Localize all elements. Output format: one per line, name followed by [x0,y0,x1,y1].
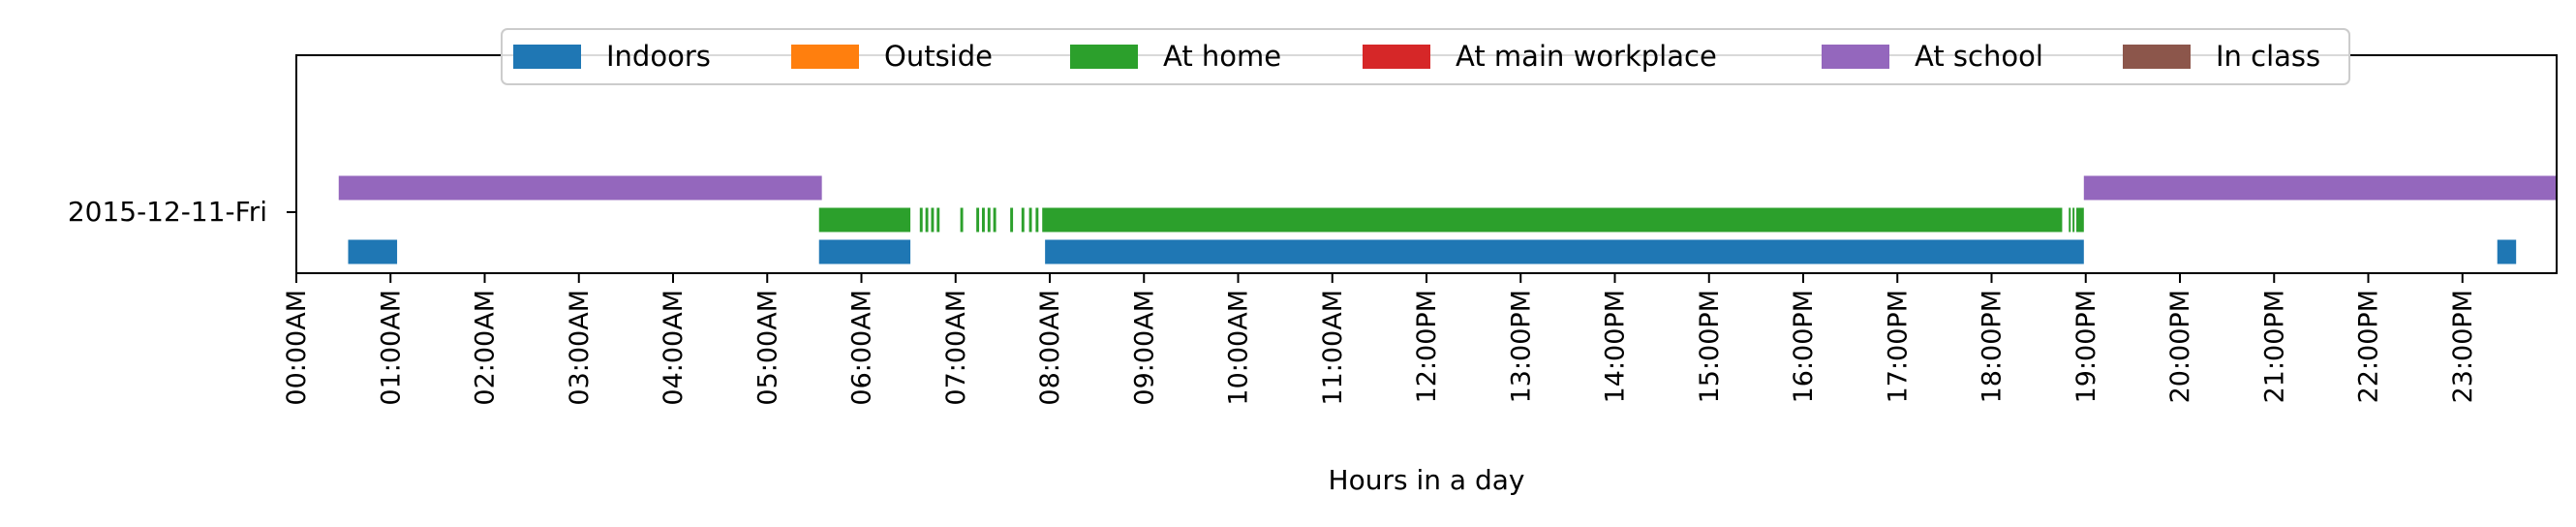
legend-swatch-at-main-workplace [1363,45,1430,69]
x-tick-label: 01:00AM [376,290,406,406]
bar-at-home [2072,207,2075,232]
x-tick-label: 23:00PM [2448,290,2478,403]
x-axis-label: Hours in a day [1329,464,1525,496]
x-tick-label: 00:00AM [282,290,312,406]
y-tick-label: 2015-12-11-Fri [68,196,267,228]
bar-at-home [976,207,980,232]
x-tick-label: 14:00PM [1601,290,1631,403]
x-tick-label: 11:00AM [1318,290,1348,406]
bar-at-home [818,207,911,232]
legend-label-indoors: Indoors [606,40,711,73]
bar-at-home [987,207,991,232]
bar-at-home [931,207,935,232]
legend-label-at-home: At home [1163,40,1281,73]
x-tick-label: 12:00PM [1412,290,1442,403]
x-tick-label: 05:00AM [752,290,782,406]
x-axis: 00:00AM 01:00AM 02:00AM 03:00AM 04:00AM 05:00… [282,273,2478,406]
x-tick-label: 22:00PM [2354,290,2384,403]
x-tick-label: 20:00PM [2165,290,2195,403]
bar-at-home [919,207,923,232]
y-axis: 2015-12-11-Fri [68,196,296,228]
legend-label-at-main-workplace: At main workplace [1456,40,1717,73]
bar-at-school [338,175,822,201]
bar-at-home [1021,207,1025,232]
x-tick-label: 18:00PM [1978,290,2008,403]
legend-swatch-at-school [1822,45,1889,69]
bar-indoors [2497,239,2517,264]
legend-label-in-class: In class [2216,40,2320,73]
bar-at-home [936,207,940,232]
x-tick-label: 10:00AM [1224,290,1254,406]
bar-at-home [993,207,997,232]
legend-swatch-in-class [2123,45,2191,69]
bar-indoors [348,239,398,264]
x-tick-label: 08:00AM [1035,290,1065,406]
legend-label-outside: Outside [884,40,993,73]
bar-at-home [925,207,929,232]
x-tick-label: 09:00AM [1129,290,1159,406]
bar-at-home [981,207,985,232]
bar-at-home [2076,207,2084,232]
legend-swatch-indoors [513,45,581,69]
legend-swatch-at-home [1070,45,1138,69]
x-tick-label: 02:00AM [471,290,501,406]
x-tick-label: 21:00PM [2259,290,2289,403]
x-tick-label: 07:00AM [941,290,971,406]
x-tick-label: 19:00PM [2071,290,2101,403]
legend-swatch-outside [791,45,859,69]
legend-label-at-school: At school [1915,40,2043,73]
bar-indoors [1045,239,2084,264]
bar-at-home [2069,207,2071,232]
activity-bars [338,175,2557,264]
x-tick-label: 15:00PM [1695,290,1725,403]
bar-at-home [1042,207,2063,232]
bar-at-home [1035,207,1039,232]
legend: Indoors Outside At home At main workplace At… [501,28,2350,85]
x-tick-label: 03:00AM [565,290,595,406]
bar-indoors [818,239,911,264]
x-tick-label: 16:00PM [1789,290,1819,403]
bar-at-school [2083,175,2557,201]
x-tick-label: 17:00PM [1883,290,1913,403]
bar-at-home [1010,207,1014,232]
x-tick-label: 04:00AM [659,290,689,406]
x-tick-label: 06:00AM [847,290,877,406]
bar-at-home [1028,207,1032,232]
bar-at-home [960,207,964,232]
x-tick-label: 13:00PM [1506,290,1536,403]
